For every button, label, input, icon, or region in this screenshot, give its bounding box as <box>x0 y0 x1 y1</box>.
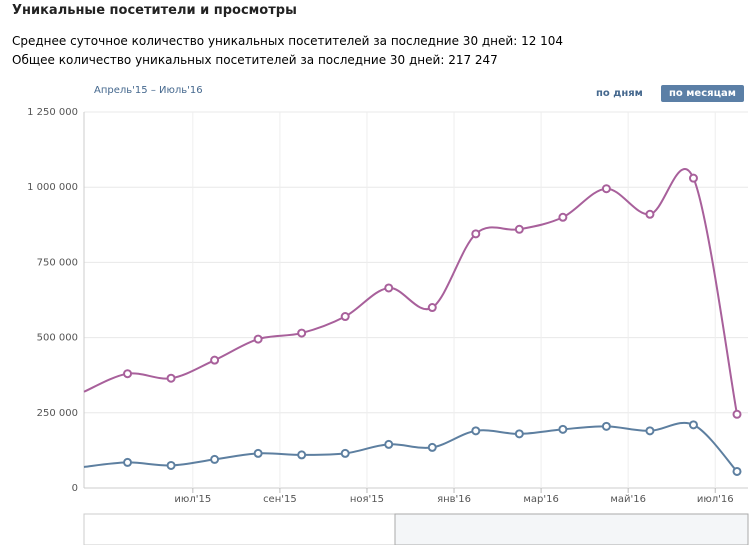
point <box>471 229 481 239</box>
point <box>471 426 481 436</box>
point <box>601 184 611 194</box>
y-tick-label: 750 000 <box>37 257 78 268</box>
stat-line: Среднее суточное количество уникальных п… <box>12 34 564 48</box>
point <box>384 283 394 293</box>
point <box>732 409 742 419</box>
point <box>514 224 524 234</box>
x-tick-label: июл'15 <box>174 494 211 505</box>
point <box>732 466 742 476</box>
title: Уникальные посетители и просмотры <box>12 3 297 18</box>
point <box>688 173 698 183</box>
point <box>340 312 350 322</box>
x-tick-label: ноя'15 <box>350 494 384 505</box>
x-tick-label: сен'15 <box>263 494 297 505</box>
stat-line: Общее количество уникальных посетителей … <box>12 53 498 67</box>
point <box>297 328 307 338</box>
point <box>210 454 220 464</box>
navigator-selection <box>394 513 749 545</box>
point <box>210 355 220 365</box>
by-days-button[interactable]: по дням <box>596 88 643 99</box>
point <box>558 424 568 434</box>
series-line <box>83 168 738 415</box>
point <box>645 426 655 436</box>
point <box>123 457 133 467</box>
y-tick-label: 250 000 <box>37 408 78 419</box>
point <box>688 420 698 430</box>
point <box>558 212 568 222</box>
point <box>427 442 437 452</box>
y-tick-label: 1 250 000 <box>27 107 78 118</box>
range: Апрель'15 – Июль'16 <box>94 85 203 96</box>
x-tick-label: июл'16 <box>697 494 734 505</box>
point <box>601 421 611 431</box>
point <box>297 450 307 460</box>
point <box>253 448 263 458</box>
x-tick-label: май'16 <box>610 494 646 505</box>
point <box>340 448 350 458</box>
point <box>645 209 655 219</box>
x-tick-label: мар'16 <box>523 494 559 505</box>
y-tick-label: 1 000 000 <box>27 182 78 193</box>
point <box>166 460 176 470</box>
y-tick-label: 500 000 <box>37 333 78 344</box>
point <box>166 373 176 383</box>
point <box>514 429 524 439</box>
point <box>384 439 394 449</box>
point <box>253 334 263 344</box>
series-line <box>83 421 738 473</box>
y-tick-label: 0 <box>72 483 78 494</box>
point <box>427 303 437 313</box>
by-months-button[interactable]: по месяцам <box>661 85 744 102</box>
x-tick-label: янв'16 <box>437 494 471 505</box>
point <box>123 369 133 379</box>
